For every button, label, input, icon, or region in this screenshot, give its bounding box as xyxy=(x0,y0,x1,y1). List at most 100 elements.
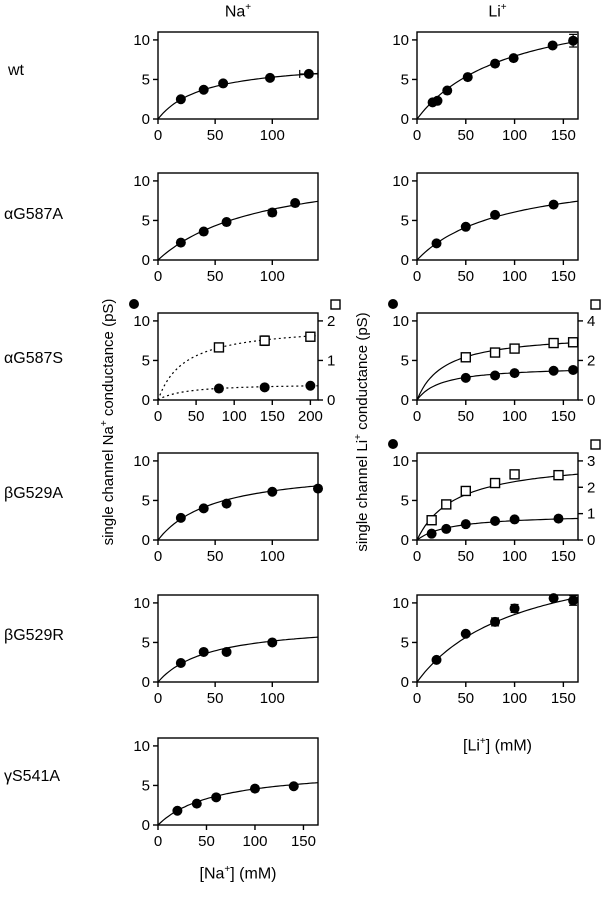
svg-text:5: 5 xyxy=(142,634,150,651)
svg-text:5: 5 xyxy=(401,634,409,651)
x-axis-label-li: [Li+] (mM) xyxy=(417,736,578,755)
series-open-square xyxy=(416,337,579,401)
data-point-filled-circle xyxy=(221,217,232,228)
data-point-filled-circle xyxy=(509,603,520,614)
chart-svg-g529r-li: 0 50 100 150 0 5 10 xyxy=(392,593,579,707)
data-point-open-square xyxy=(460,485,471,497)
y-axis-right-ticks: 0 1 2 xyxy=(318,313,335,409)
svg-text:0: 0 xyxy=(413,548,421,565)
x-axis-label-li-sup: + xyxy=(479,736,486,747)
svg-text:2: 2 xyxy=(587,352,595,369)
data-point-filled-circle xyxy=(568,364,579,375)
data-point-filled-circle xyxy=(198,503,209,514)
x-axis-ticks: 0 50 100 150 xyxy=(413,119,576,144)
x-axis-ticks: 0 50 100 150 xyxy=(413,540,576,565)
svg-text:0: 0 xyxy=(154,833,162,850)
svg-text:10: 10 xyxy=(133,595,150,612)
svg-text:0: 0 xyxy=(154,268,162,285)
svg-text:50: 50 xyxy=(457,408,474,425)
column-title-li-sup: + xyxy=(500,2,507,13)
x-axis-label-na: [Na+] (mM) xyxy=(158,864,318,883)
svg-text:0: 0 xyxy=(142,111,150,128)
plot-box xyxy=(416,31,579,120)
plot-ag587s-na: 0 50 100 150 200 0 5 10 0 1 2 xyxy=(120,285,355,433)
open-square-icon xyxy=(330,299,341,310)
data-point-open-square xyxy=(489,347,501,358)
svg-text:50: 50 xyxy=(188,408,205,425)
svg-text:50: 50 xyxy=(457,548,474,565)
plot-box xyxy=(416,312,579,401)
svg-text:100: 100 xyxy=(502,127,527,144)
svg-text:0: 0 xyxy=(154,548,162,565)
svg-text:0: 0 xyxy=(413,268,421,285)
y-axis-label-na-post: conductance (pS) xyxy=(100,298,117,421)
data-point-filled-circle xyxy=(460,372,471,383)
svg-text:5: 5 xyxy=(401,212,409,229)
data-point-filled-circle xyxy=(460,519,471,530)
series-filled-circle xyxy=(157,68,319,120)
x-axis-ticks: 0 50 100 150 xyxy=(413,400,576,425)
svg-text:4: 4 xyxy=(587,313,595,330)
column-title-na: Na+ xyxy=(158,2,318,21)
series-open-square xyxy=(416,469,579,541)
svg-text:100: 100 xyxy=(260,690,285,707)
data-point-open-square xyxy=(213,342,225,353)
series-filled-circle xyxy=(157,636,319,683)
y-axis-left-ticks: 0 5 10 xyxy=(392,313,417,409)
plot-bg529a-na: 0 50 100 0 5 10 xyxy=(120,425,355,573)
series-filled-circle xyxy=(157,380,318,401)
svg-text:5: 5 xyxy=(142,352,150,369)
svg-text:100: 100 xyxy=(502,548,527,565)
chart-svg-s541a-na: 0 50 100 150 0 5 10 xyxy=(133,737,319,850)
data-point-filled-circle xyxy=(490,370,501,381)
x-axis-ticks: 0 50 100 xyxy=(154,119,285,144)
x-axis-label-na-sup: + xyxy=(224,864,231,875)
data-point-filled-circle xyxy=(175,237,186,248)
x-axis-label-li-post: ] (mM) xyxy=(485,737,532,755)
svg-text:5: 5 xyxy=(142,71,150,88)
svg-text:100: 100 xyxy=(260,268,285,285)
y-axis-label-li: single channel Li+ conductance (pS) xyxy=(353,312,371,551)
plot-box xyxy=(416,172,579,261)
data-point-open-square xyxy=(489,477,501,489)
data-point-filled-circle xyxy=(431,238,442,249)
svg-text:0: 0 xyxy=(142,392,150,409)
plot-bg529r-na: 0 50 100 0 5 10 xyxy=(120,567,355,715)
svg-text:10: 10 xyxy=(133,173,150,190)
data-point-filled-circle xyxy=(548,593,559,604)
svg-text:0: 0 xyxy=(142,817,150,834)
data-point-open-square xyxy=(259,335,270,346)
fit-curve xyxy=(157,200,319,261)
y-axis-right-ticks: 0 1 2 3 xyxy=(578,453,595,549)
filled-circle-icon xyxy=(388,299,398,309)
column-title-na-sup: + xyxy=(245,2,252,13)
row-label-wt: wt xyxy=(8,62,24,79)
y-axis-left-ticks: 0 5 10 xyxy=(133,313,158,409)
data-point-open-square xyxy=(548,337,559,349)
chart-svg-g529r-na: 0 50 100 0 5 10 xyxy=(133,594,319,707)
svg-text:5: 5 xyxy=(401,71,409,88)
svg-text:100: 100 xyxy=(222,408,247,425)
svg-text:100: 100 xyxy=(242,833,267,850)
svg-text:0: 0 xyxy=(413,408,421,425)
plot-wt-na: 0 50 100 0 5 10 xyxy=(120,4,355,152)
row-label-bg529r: βG529R xyxy=(4,627,64,644)
fit-curve xyxy=(157,485,319,541)
data-point-filled-circle xyxy=(441,523,452,534)
data-point-filled-circle xyxy=(288,781,299,792)
data-point-open-square xyxy=(426,515,437,526)
svg-text:100: 100 xyxy=(502,408,527,425)
chart-svg-g587a-li: 0 50 100 150 0 5 10 xyxy=(392,172,579,285)
svg-text:5: 5 xyxy=(142,492,150,509)
data-point-filled-circle xyxy=(509,368,520,379)
plot-box xyxy=(157,594,319,683)
plot-bg529r-li: 0 50 100 150 0 5 10 xyxy=(379,567,610,715)
row-label-gs541a: γS541A xyxy=(4,768,61,785)
x-axis-ticks: 0 50 100 150 xyxy=(413,682,576,707)
plot-box xyxy=(157,172,319,261)
data-point-filled-circle xyxy=(198,84,209,95)
x-axis-ticks: 0 50 100 150 xyxy=(154,825,316,850)
plot-ag587a-na: 0 50 100 0 5 10 xyxy=(120,145,355,293)
data-point-filled-circle xyxy=(548,199,559,210)
svg-text:50: 50 xyxy=(457,268,474,285)
